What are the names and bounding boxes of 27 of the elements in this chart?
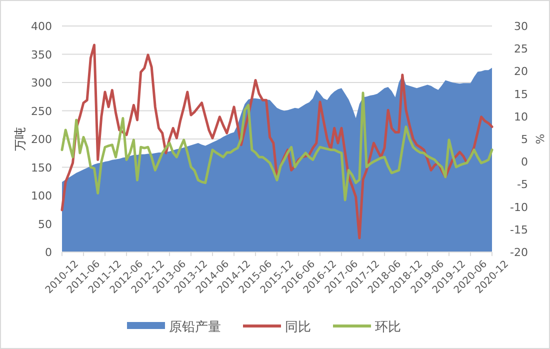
y2-tick-label: 20 (514, 65, 528, 78)
legend-label: 同比 (285, 320, 311, 335)
y2-tick-label: 30 (514, 20, 528, 33)
y-tick-label: 400 (31, 20, 52, 33)
y-tick-label: 250 (31, 104, 52, 118)
y2-tick-label: -20 (510, 246, 528, 259)
y-tick-label: 50 (38, 218, 52, 231)
line-series (60, 44, 494, 240)
y2-tick-label: 5 (521, 133, 528, 146)
y2-tick-label: 25 (514, 42, 528, 56)
legend-label: 原铅产量 (169, 320, 221, 335)
y2-tick-label: 0 (521, 156, 528, 169)
y-tick-label: 150 (31, 161, 52, 174)
y-tick-label: 300 (31, 76, 52, 90)
y2-tick-label: -5 (517, 178, 528, 192)
y-tick-label: 200 (31, 133, 52, 146)
y-axis-title: 万吨 (13, 127, 27, 151)
line-series (60, 92, 494, 202)
y2-axis-title: % (533, 134, 546, 144)
legend-label: 环比 (375, 320, 401, 335)
y2-tick-label: 15 (514, 88, 528, 101)
y2-tick-label: -10 (510, 200, 528, 214)
y2-tick-label: 10 (514, 110, 528, 124)
y-tick-label: 0 (45, 246, 52, 259)
y2-tick-label: -15 (510, 223, 528, 236)
y-tick-label: 350 (31, 48, 52, 62)
y-tick-label: 100 (31, 190, 52, 202)
